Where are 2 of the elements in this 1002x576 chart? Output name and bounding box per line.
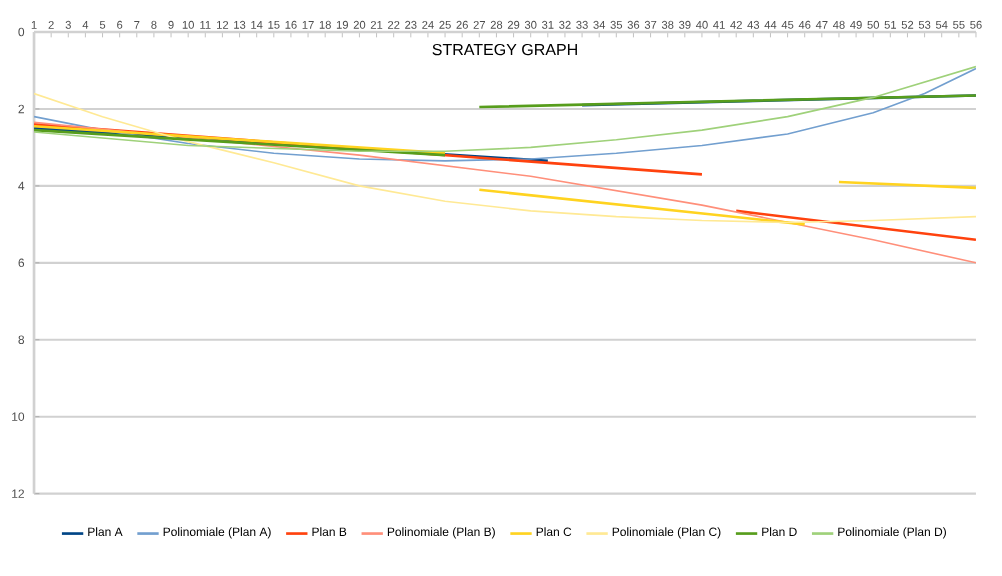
line-series bbox=[34, 92, 976, 224]
text: STRATEGY GRAPH bbox=[432, 44, 577, 56]
